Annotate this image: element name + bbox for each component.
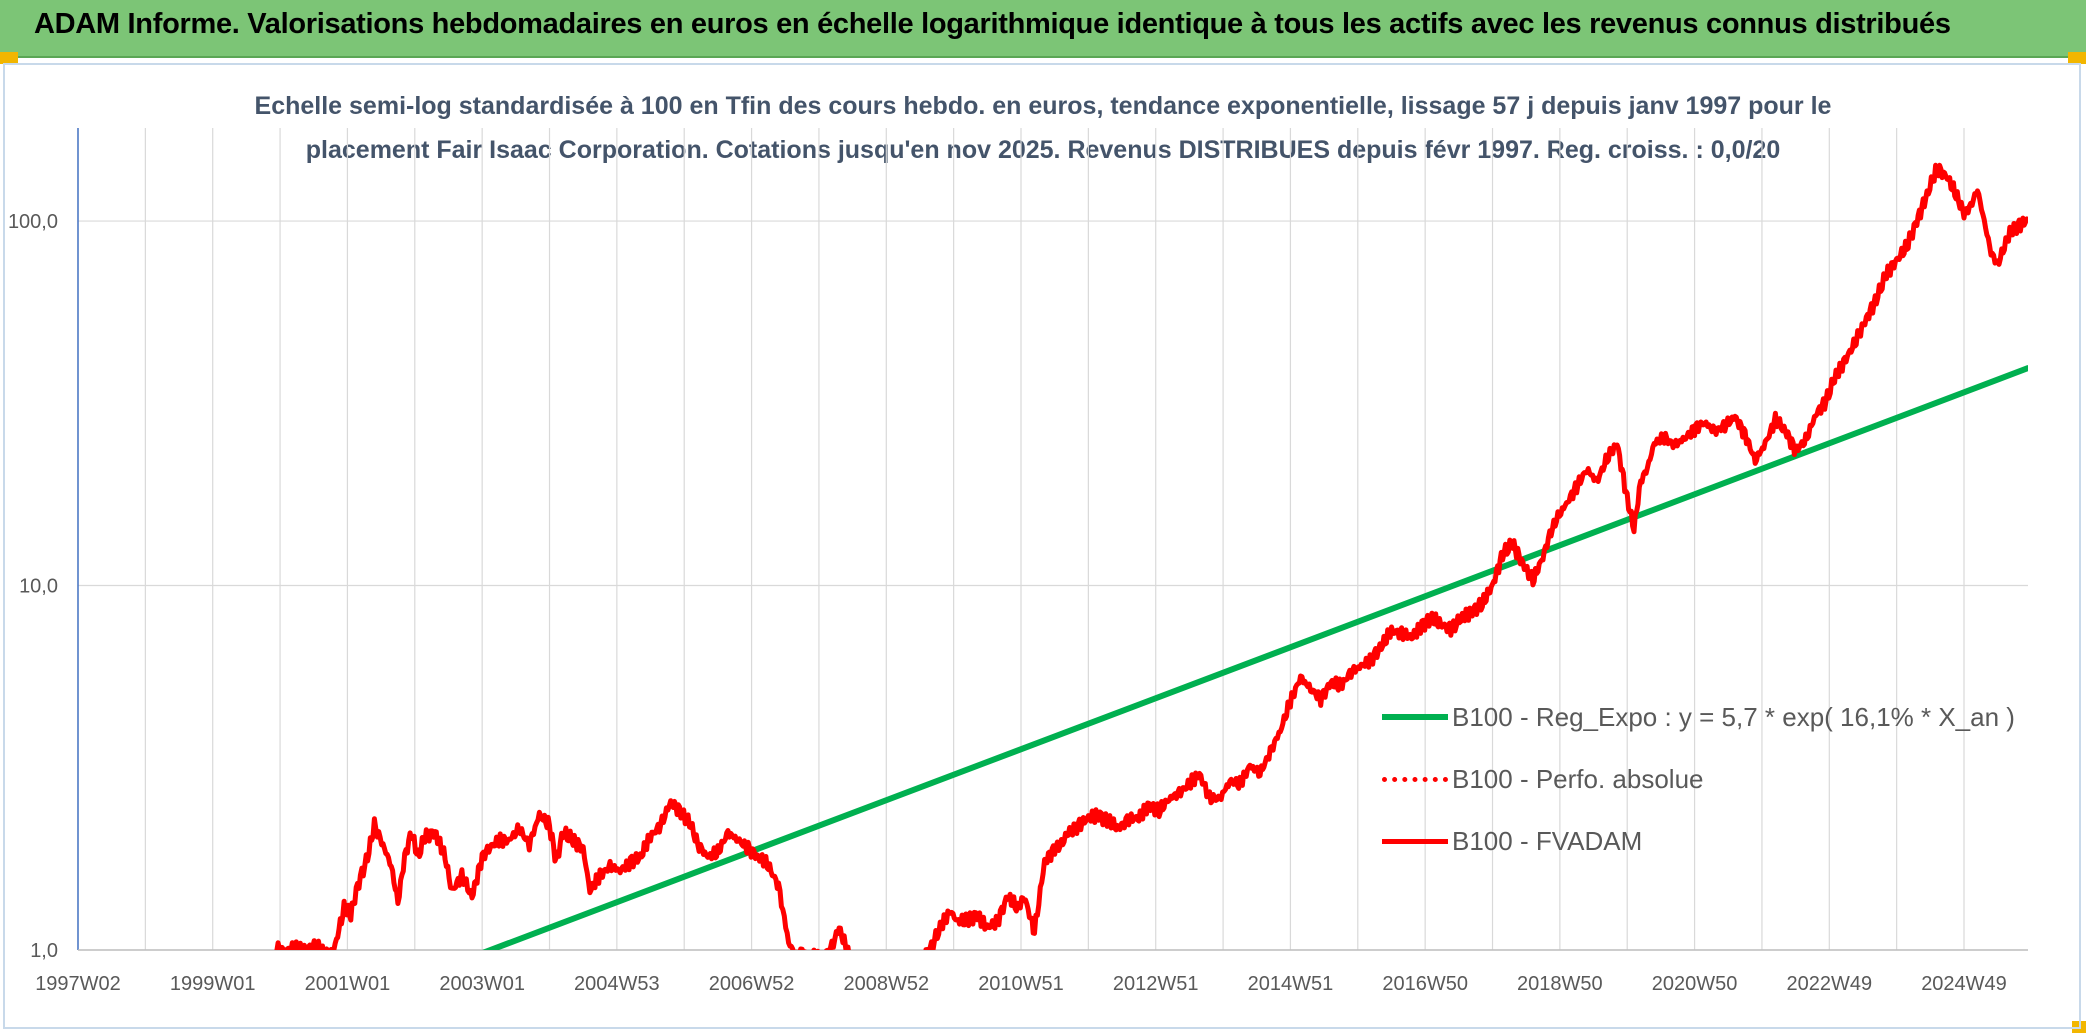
- chart-title-line-2: placement Fair Isaac Corporation. Cotati…: [305, 136, 1781, 164]
- legend-swatch-trend: [1382, 714, 1448, 720]
- legend-swatch-fvadam: [1382, 838, 1448, 844]
- x-tick-label: 2016W50: [1382, 973, 1468, 995]
- y-tick-label: 1,0: [30, 940, 58, 962]
- fvadam-line: [923, 162, 2028, 950]
- corner-marker-right: [2068, 52, 2086, 64]
- x-tick-label: 1999W01: [170, 973, 256, 995]
- legend-item-fvadam: B100 - FVADAM: [1382, 810, 2042, 872]
- grid-layer: [77, 128, 2028, 951]
- legend-swatch-absolute: [1382, 776, 1448, 782]
- x-tick-label: 2004W53: [574, 973, 660, 995]
- axis-layer: 1,0 10,0 100,0 1997W02 1999W01 2001W01 2003W01…: [8, 128, 2028, 995]
- x-tick-label: 2024W49: [1921, 973, 2007, 995]
- x-tick-label: 2006W52: [709, 973, 795, 995]
- chart-frame: [3, 63, 2081, 1029]
- x-tick-label: 2001W01: [305, 973, 391, 995]
- chart-title-line-1: Echelle semi-log standardisée à 100 en T…: [254, 92, 1832, 120]
- corner-marker-left: [0, 52, 18, 64]
- x-tick-label: 2003W01: [439, 973, 525, 995]
- y-tick-label: 100,0: [8, 211, 58, 233]
- legend-item-trend: B100 - Reg_Expo : y = 5,7 * exp( 16,1% *…: [1382, 686, 2042, 748]
- fvadam-line: [274, 798, 851, 950]
- legend-label-absolute: B100 - Perfo. absolue: [1452, 763, 1704, 794]
- legend: B100 - Reg_Expo : y = 5,7 * exp( 16,1% *…: [1382, 686, 2042, 872]
- x-tick-label: 2020W50: [1652, 973, 1738, 995]
- x-tick-label: 2008W52: [843, 973, 929, 995]
- legend-label-trend: B100 - Reg_Expo : y = 5,7 * exp( 16,1% *…: [1452, 701, 2015, 732]
- trend-line: [482, 365, 2028, 950]
- banner-title: ADAM Informe. Valorisations hebdomadaire…: [34, 8, 1951, 40]
- banner: ADAM Informe. Valorisations hebdomadaire…: [0, 0, 2086, 58]
- x-tick-label: 2010W51: [978, 973, 1064, 995]
- y-tick-label: 10,0: [19, 576, 58, 598]
- legend-label-fvadam: B100 - FVADAM: [1452, 825, 1643, 856]
- x-tick-label: 2014W51: [1248, 973, 1334, 995]
- x-tick-label: 1997W02: [35, 973, 121, 995]
- x-tick-label: 2018W50: [1517, 973, 1603, 995]
- x-tick-label: 2022W49: [1786, 973, 1872, 995]
- series-layer: [274, 162, 2028, 950]
- x-tick-label: 2012W51: [1113, 973, 1199, 995]
- chart-title: Echelle semi-log standardisée à 100 en T…: [0, 84, 2086, 172]
- legend-item-absolute: B100 - Perfo. absolue: [1382, 748, 2042, 810]
